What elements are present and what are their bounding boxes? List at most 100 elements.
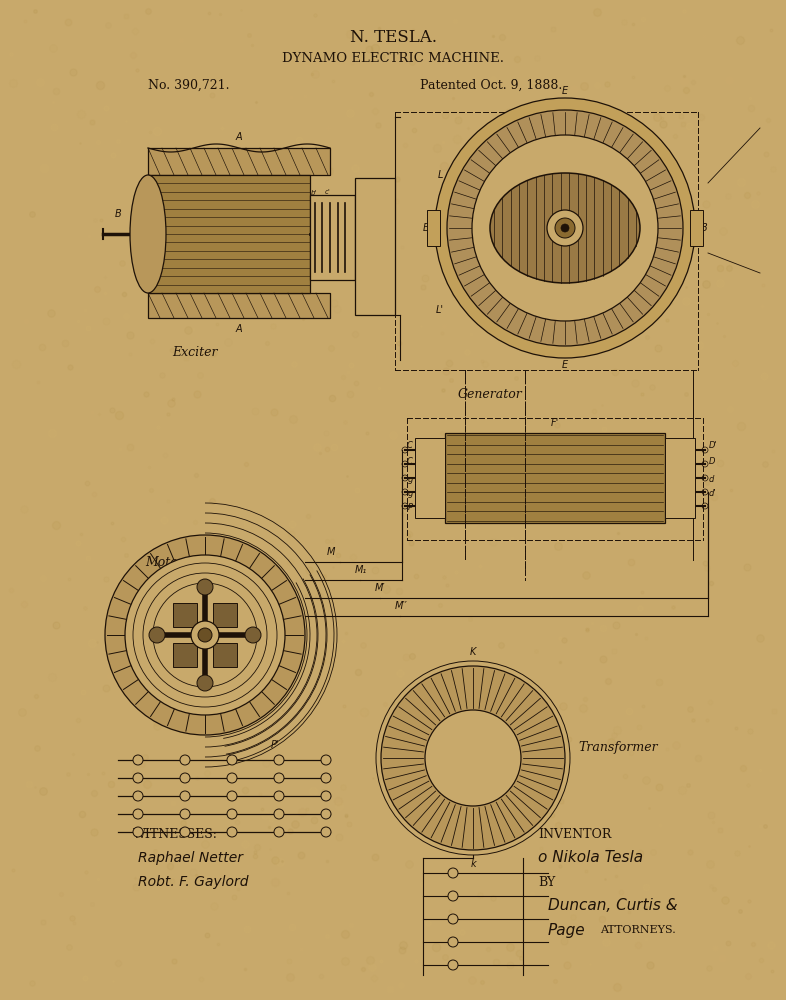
Circle shape xyxy=(180,773,190,783)
Text: WITNESSES:: WITNESSES: xyxy=(133,828,218,840)
Circle shape xyxy=(274,791,284,801)
Text: S: S xyxy=(490,761,496,771)
Text: C': C' xyxy=(135,271,143,280)
Text: Duncan, Curtis &: Duncan, Curtis & xyxy=(548,898,678,914)
Circle shape xyxy=(180,755,190,765)
Circle shape xyxy=(381,666,565,850)
Circle shape xyxy=(321,809,331,819)
Bar xyxy=(355,178,395,315)
Text: Raphael Netter: Raphael Netter xyxy=(138,851,243,865)
Circle shape xyxy=(227,773,237,783)
Text: C: C xyxy=(407,442,413,450)
Text: E: E xyxy=(562,360,568,370)
Text: a: a xyxy=(313,205,317,211)
Circle shape xyxy=(105,535,305,735)
Circle shape xyxy=(274,809,284,819)
Text: J: J xyxy=(166,594,168,604)
Circle shape xyxy=(402,461,408,467)
Circle shape xyxy=(227,809,237,819)
Text: P': P' xyxy=(270,740,279,750)
Text: Patented Oct. 9, 1888.: Patented Oct. 9, 1888. xyxy=(420,79,562,92)
Text: b': b' xyxy=(310,190,318,196)
Text: g: g xyxy=(316,275,320,281)
Text: P: P xyxy=(408,504,413,512)
Text: Z: Z xyxy=(240,666,246,676)
Text: B: B xyxy=(115,209,121,219)
Text: g: g xyxy=(408,476,413,485)
Circle shape xyxy=(274,755,284,765)
Text: e: e xyxy=(330,237,334,243)
Text: M₁: M₁ xyxy=(355,565,367,575)
Bar xyxy=(445,433,665,523)
Text: d': d' xyxy=(709,489,717,498)
Circle shape xyxy=(702,461,708,467)
Ellipse shape xyxy=(130,175,166,293)
Circle shape xyxy=(180,827,190,837)
Text: K: K xyxy=(470,647,476,657)
Text: k: k xyxy=(470,859,476,869)
Bar xyxy=(415,438,445,518)
Circle shape xyxy=(197,579,213,595)
Text: M: M xyxy=(327,547,335,557)
Circle shape xyxy=(425,710,521,806)
Text: F': F' xyxy=(551,418,559,428)
Text: D': D' xyxy=(709,442,718,450)
Text: Z: Z xyxy=(163,666,171,676)
Text: BY: BY xyxy=(538,876,555,888)
Circle shape xyxy=(125,555,285,715)
Text: Transformer: Transformer xyxy=(578,742,658,754)
Text: Generator: Generator xyxy=(457,388,523,401)
Circle shape xyxy=(321,755,331,765)
Circle shape xyxy=(555,218,575,238)
Text: b: b xyxy=(321,237,325,243)
Circle shape xyxy=(274,773,284,783)
Text: D: D xyxy=(709,458,715,466)
Text: C': C' xyxy=(135,192,143,200)
Circle shape xyxy=(133,755,143,765)
Circle shape xyxy=(133,827,143,837)
FancyBboxPatch shape xyxy=(173,603,197,627)
Circle shape xyxy=(402,447,408,453)
Circle shape xyxy=(402,489,408,495)
Text: L: L xyxy=(437,170,443,180)
Circle shape xyxy=(198,628,212,642)
Circle shape xyxy=(227,827,237,837)
Text: L': L' xyxy=(436,305,444,315)
Circle shape xyxy=(402,503,408,509)
Text: A: A xyxy=(236,132,242,142)
Circle shape xyxy=(561,224,569,232)
Circle shape xyxy=(274,827,284,837)
Bar xyxy=(148,175,310,293)
Circle shape xyxy=(133,791,143,801)
FancyBboxPatch shape xyxy=(213,643,237,667)
Text: J: J xyxy=(241,594,244,604)
Text: o Nikola Tesla: o Nikola Tesla xyxy=(538,850,643,865)
Circle shape xyxy=(180,809,190,819)
Text: M: M xyxy=(479,725,487,735)
Text: N: N xyxy=(444,761,452,771)
Circle shape xyxy=(702,447,708,453)
Circle shape xyxy=(133,773,143,783)
Text: INVENTOR: INVENTOR xyxy=(538,828,612,840)
Text: B: B xyxy=(701,223,707,233)
FancyBboxPatch shape xyxy=(213,603,237,627)
Bar xyxy=(427,210,440,246)
FancyBboxPatch shape xyxy=(173,643,197,667)
Circle shape xyxy=(245,627,261,643)
Circle shape xyxy=(702,475,708,481)
Bar xyxy=(148,148,330,175)
Text: Page: Page xyxy=(548,922,586,938)
Ellipse shape xyxy=(490,173,640,283)
Circle shape xyxy=(448,960,458,970)
Text: E: E xyxy=(562,86,568,96)
Circle shape xyxy=(227,755,237,765)
Circle shape xyxy=(448,891,458,901)
Circle shape xyxy=(149,627,165,643)
Circle shape xyxy=(702,489,708,495)
Bar xyxy=(665,438,695,518)
Circle shape xyxy=(435,98,695,358)
Text: g: g xyxy=(408,489,413,498)
Bar xyxy=(310,195,355,280)
Circle shape xyxy=(133,809,143,819)
Circle shape xyxy=(227,791,237,801)
